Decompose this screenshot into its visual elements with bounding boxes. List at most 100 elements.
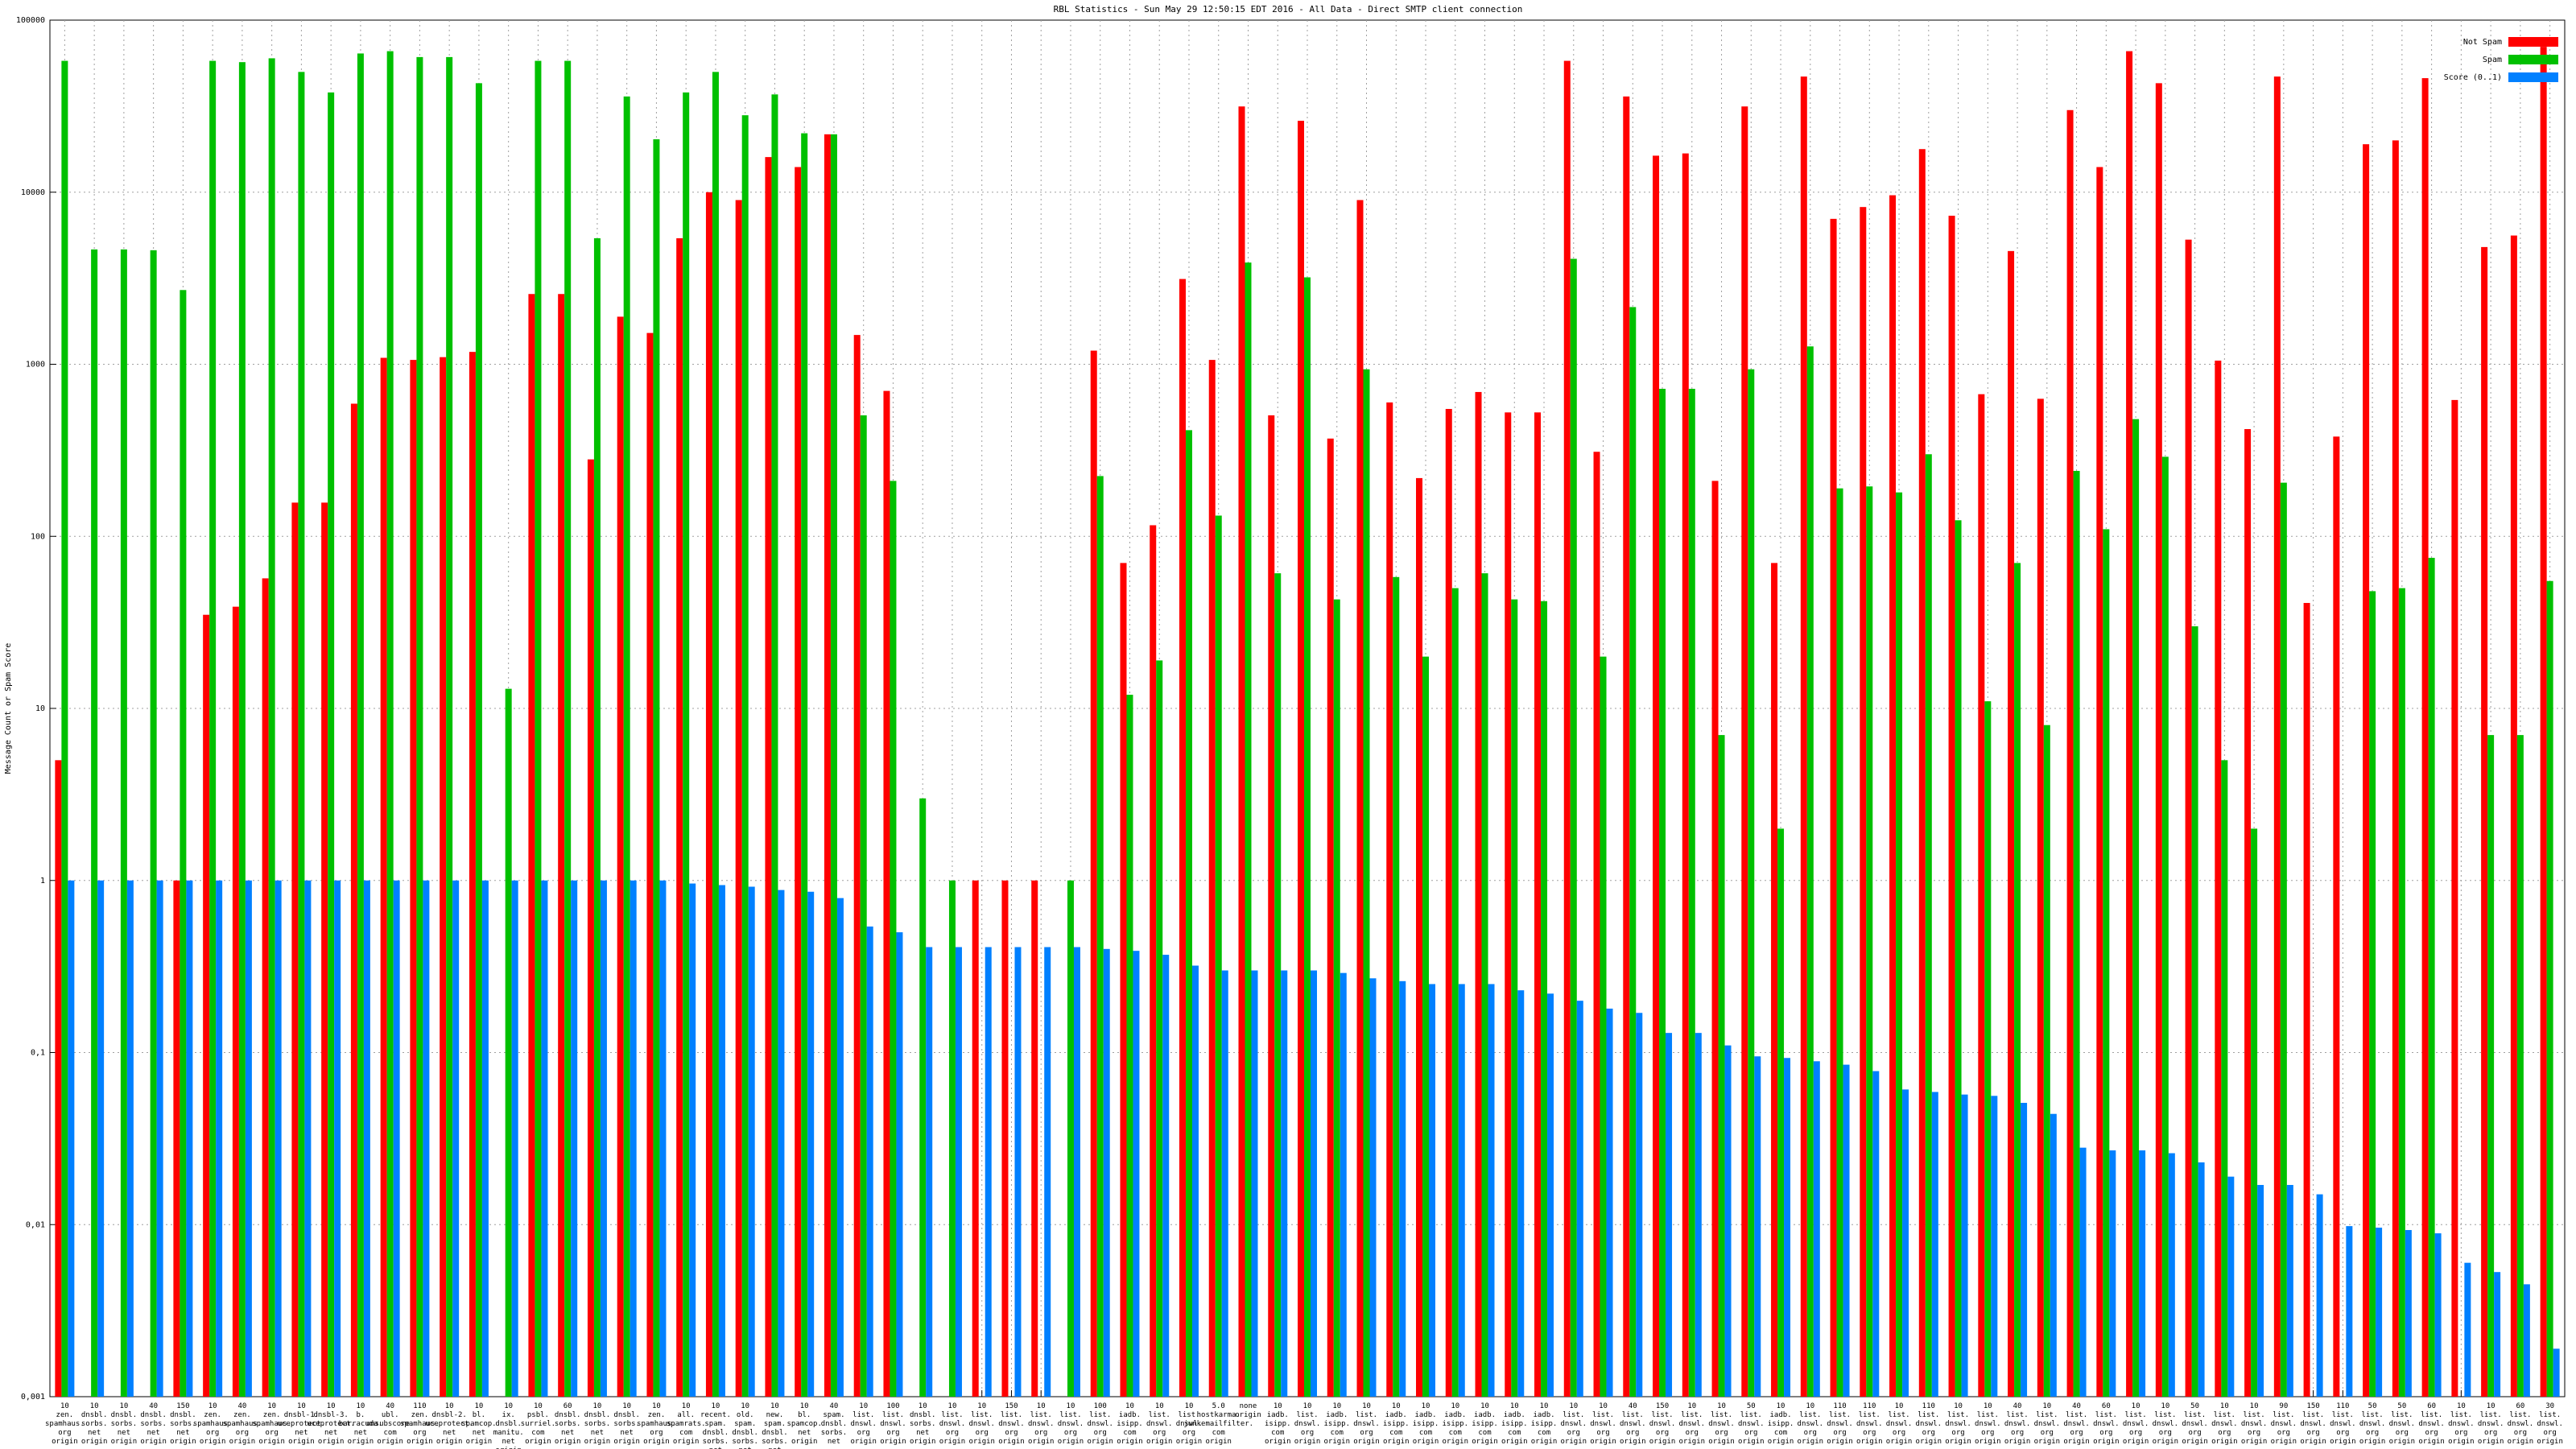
bar [1090,350,1097,1397]
x-tick-label: list. [2184,1411,2206,1419]
x-tick-label: 10 [2161,1402,2169,1410]
bar [1576,1001,1583,1397]
x-tick-label: com [1774,1429,1787,1437]
bar [2434,1233,2442,1397]
x-tick-label: isipp. [1768,1420,1794,1428]
x-tick-label: dnswl. [1087,1420,1113,1428]
x-tick-label: dnswl. [1679,1420,1706,1428]
x-tick-label: 40 [2072,1402,2081,1410]
x-tick-label: com [531,1429,544,1437]
bar [1800,76,1807,1397]
x-tick-label: origin [2478,1438,2504,1446]
x-tick-label: origin [140,1438,167,1446]
x-tick-label: org [266,1429,279,1437]
x-tick-label: 10 [2042,1402,2051,1410]
x-tick-label: 10 [2220,1402,2229,1410]
bar [2428,557,2435,1397]
bar [1274,573,1282,1397]
x-tick-label: origin [2271,1438,2297,1446]
x-tick-label: com [1478,1429,1491,1437]
bar [1718,735,1725,1397]
bar [291,502,299,1397]
x-tick-label: dnswl. [1353,1420,1380,1428]
x-tick-label: list. [1681,1411,1703,1419]
bar [801,133,808,1397]
x-tick-label: surriel. [521,1420,555,1428]
x-tick-label: org [2070,1429,2083,1437]
bar [232,606,239,1397]
bar [1777,828,1785,1397]
x-tick-label: list. [1001,1411,1022,1419]
x-tick-label: org [1951,1429,1964,1437]
x-tick-label: list. [2095,1411,2117,1419]
x-tick-label: 10 [1274,1402,1282,1410]
bar [853,335,861,1397]
x-tick-label: iadb. [1504,1411,1525,1419]
x-tick-label: 10 [534,1402,543,1410]
bar [511,880,518,1397]
x-tick-label: origin [1443,1438,1469,1446]
x-tick-label: origin [1472,1438,1498,1446]
bar [1741,106,1748,1397]
bar [1386,402,1393,1397]
x-tick-label: org [2396,1429,2409,1437]
bar [1889,195,1897,1397]
x-tick-label: dnswl. [1798,1420,1824,1428]
x-tick-label: origin [1856,1438,1883,1446]
bar [2079,1147,2087,1397]
x-tick-label: list. [1829,1411,1851,1419]
x-tick-label: 10 [297,1402,306,1410]
bar [446,56,453,1397]
x-tick-label: com [1449,1429,1462,1437]
bar [1429,984,1436,1397]
bar [1547,993,1554,1397]
y-tick-label: 1000 [26,361,45,369]
bar [1162,955,1170,1397]
x-tick-label: list. [2539,1411,2561,1419]
x-tick-label: isipp. [1531,1420,1558,1428]
x-tick-label: org [857,1429,870,1437]
bar [91,249,98,1397]
x-tick-label: org [2277,1429,2290,1437]
x-tick-label: origin [377,1438,403,1446]
bar [1754,1056,1761,1397]
bar [1221,970,1228,1397]
x-tick-label: net [354,1429,367,1437]
x-tick-label: iadb. [1770,1411,1792,1419]
bar [748,886,755,1397]
x-tick-label: 10 [474,1402,483,1410]
x-tick-label: origin [1294,1438,1321,1446]
bar [1179,279,1186,1397]
x-tick-label: dnswl. [2004,1420,2031,1428]
x-tick-label: 10 [327,1402,336,1410]
bar [2398,588,2405,1397]
bar [2257,1184,2264,1397]
x-tick-label: 10 [1984,1402,1992,1410]
x-tick-label: 60 [2516,1402,2524,1410]
x-tick-label: 10 [267,1402,276,1410]
bar [1327,438,1334,1397]
bar [1860,207,1867,1397]
x-tick-label: net [739,1447,752,1449]
x-tick-label: 100 [1094,1402,1107,1410]
bar [1073,947,1080,1397]
x-tick-label: iadb. [1119,1411,1141,1419]
x-tick-label: isipp. [1443,1420,1469,1428]
bar [1688,388,1695,1397]
x-tick-label: ubl. [382,1411,399,1419]
x-tick-label: origin [2063,1438,2090,1446]
legend-label: Spam [2483,56,2502,64]
bar [2139,1150,2146,1397]
x-tick-label: list. [2332,1411,2354,1419]
x-tick-label: list. [2066,1411,2087,1419]
x-tick-label: dnswl. [1294,1420,1321,1428]
x-tick-label: list. [1030,1411,1052,1419]
x-tick-label: org [1567,1429,1580,1437]
x-tick-label: net [798,1429,811,1437]
bar [1991,1096,1998,1397]
bar [1311,970,1317,1397]
bar [1393,576,1400,1397]
x-tick-label: dnswl. [2182,1420,2208,1428]
bar [2369,591,2376,1397]
bar [1126,695,1133,1397]
